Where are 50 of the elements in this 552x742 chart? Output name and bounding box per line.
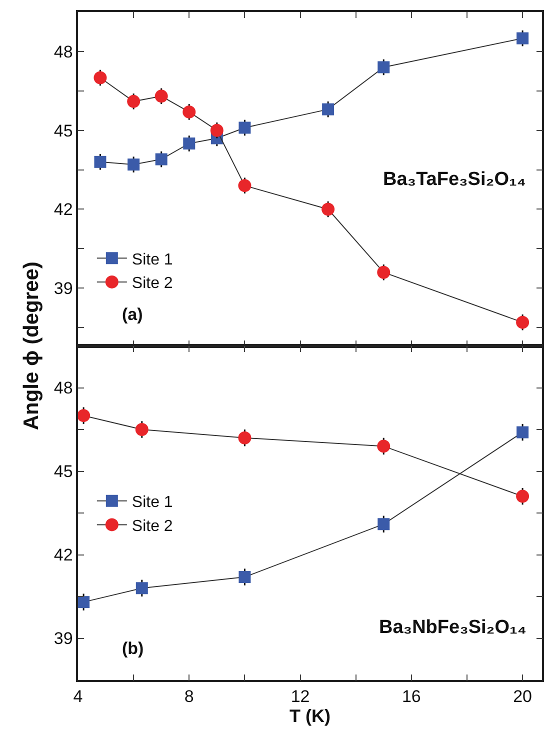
- annotation: (a): [122, 305, 143, 324]
- point: [78, 596, 90, 608]
- y-tick-label: 42: [54, 200, 73, 220]
- y-tick-label: 39: [54, 629, 73, 648]
- x-axis-title: T (K): [290, 706, 330, 726]
- point: [377, 266, 390, 279]
- point: [516, 32, 529, 44]
- point: [182, 105, 196, 118]
- point: [238, 431, 252, 444]
- point: [77, 409, 90, 422]
- y-tick-label: 45: [54, 121, 73, 140]
- point: [516, 316, 530, 329]
- point: [238, 571, 251, 584]
- y-tick-label: 39: [54, 279, 73, 298]
- point: [155, 153, 168, 166]
- legend-label: Site 1: [132, 251, 173, 268]
- point: [378, 518, 390, 530]
- y-tick-label: 48: [54, 42, 73, 62]
- point: [377, 440, 390, 453]
- point: [516, 426, 529, 438]
- point: [210, 124, 224, 137]
- point: [135, 423, 148, 436]
- point: [238, 122, 251, 134]
- point: [516, 490, 530, 503]
- annotation: Ba₃NbFe₃Si₂O₁₄: [379, 617, 526, 638]
- annotation: (b): [122, 639, 144, 658]
- point: [94, 71, 107, 84]
- point: [136, 582, 148, 594]
- x-tick-label: 12: [290, 687, 310, 706]
- point: [154, 90, 168, 103]
- y-tick-label: 42: [54, 546, 73, 565]
- point: [322, 202, 335, 216]
- point: [322, 103, 334, 116]
- x-tick-label: 8: [184, 687, 194, 706]
- point: [127, 94, 140, 108]
- point: [94, 156, 106, 168]
- x-tick-label: 16: [402, 687, 421, 706]
- y-tick-label: 48: [54, 378, 73, 398]
- annotation: Ba₃TaFe₃Si₂O₁₄: [383, 169, 526, 190]
- y-axis-title: Angle ϕ (degree): [20, 262, 44, 430]
- x-tick-label: 4: [73, 687, 83, 706]
- legend-label: Site 1: [132, 494, 173, 512]
- y-tick-label: 45: [54, 462, 73, 482]
- point: [238, 179, 252, 192]
- legend-label: Site 2: [132, 518, 173, 535]
- point: [378, 61, 390, 74]
- point: [128, 158, 140, 171]
- x-tick-label: 20: [513, 687, 532, 706]
- point: [183, 138, 196, 150]
- legend-label: Site 2: [132, 275, 173, 292]
